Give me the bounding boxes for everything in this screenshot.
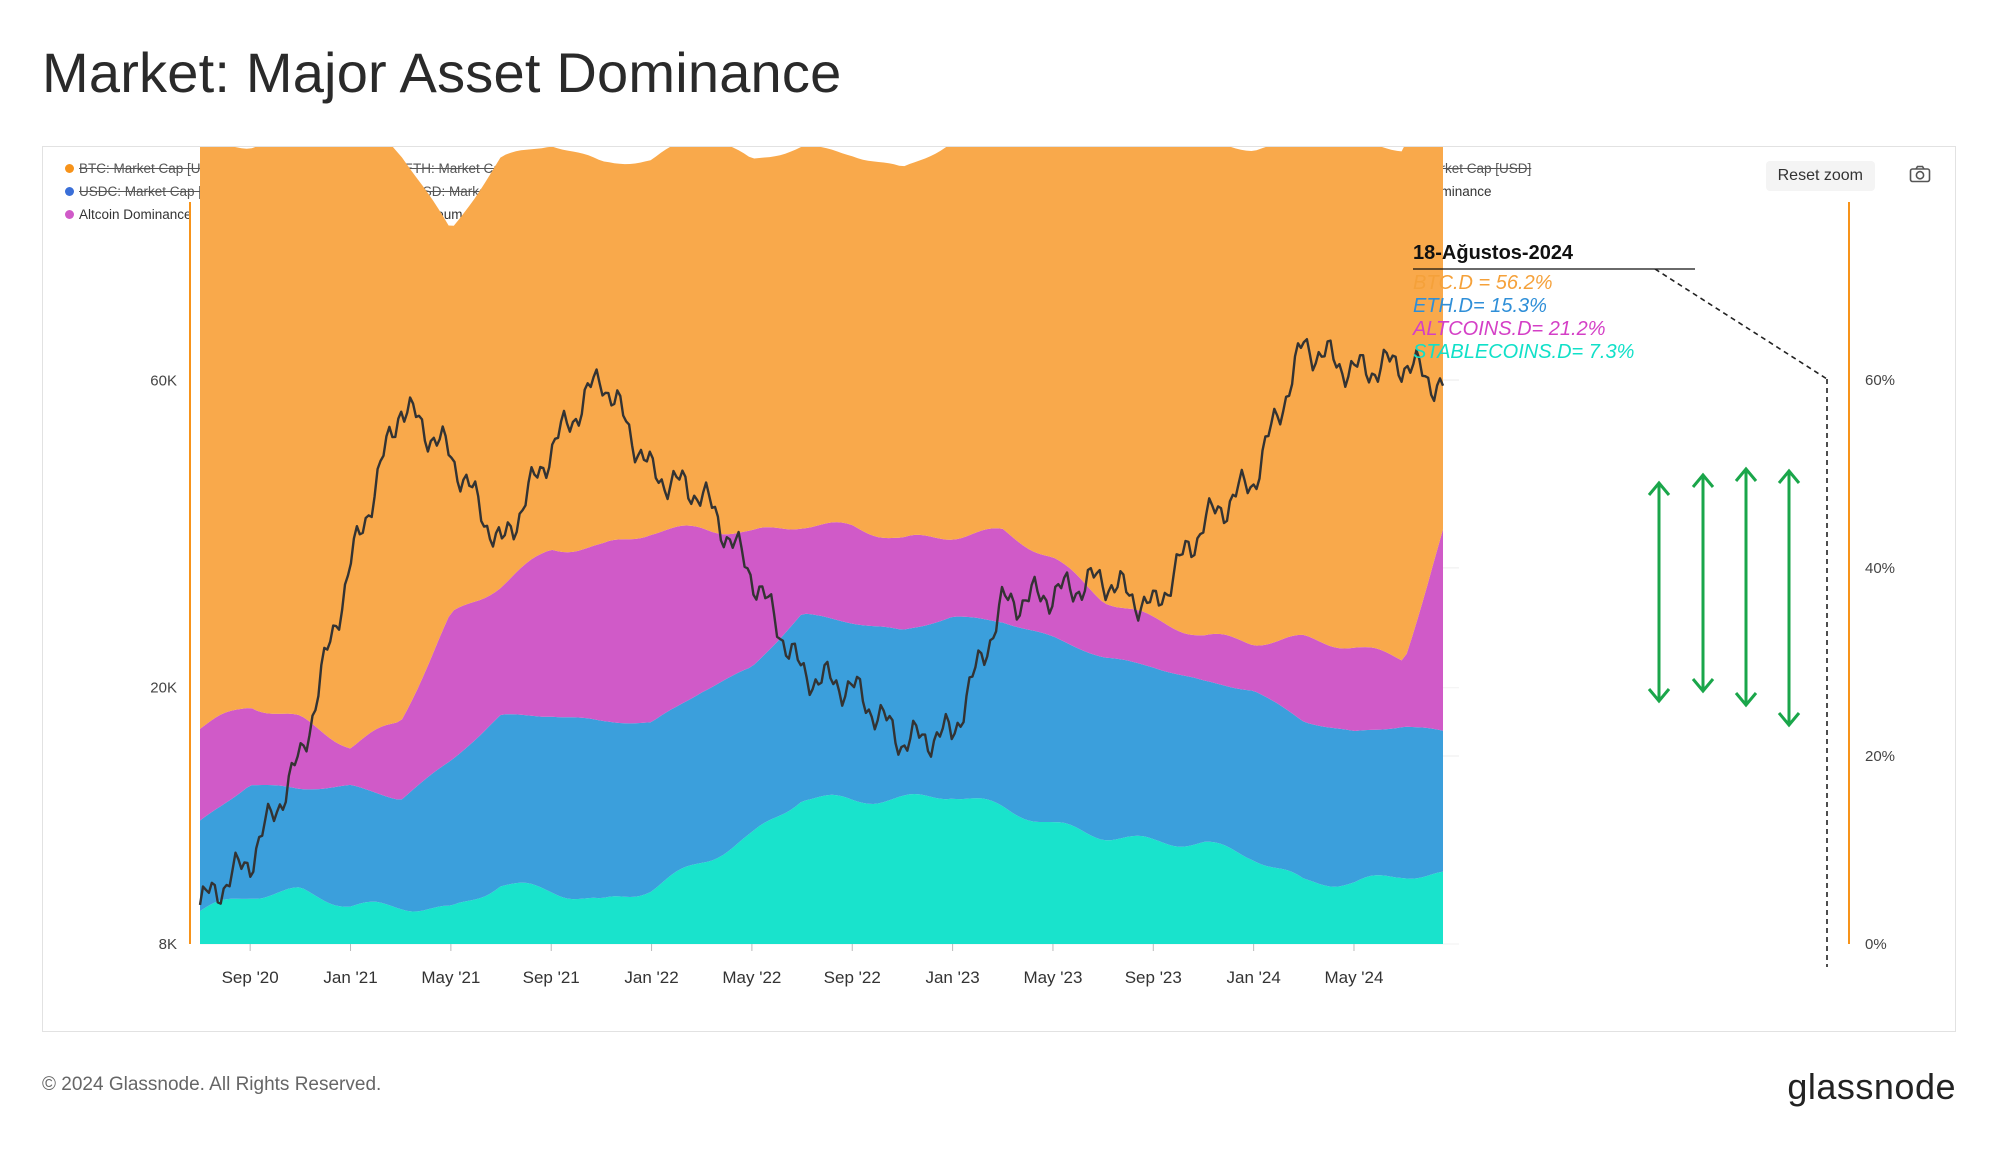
x-tick-label: May '22 [722,968,781,987]
green-arrow-head-up [1777,468,1801,484]
x-tick-label: Jan '21 [323,968,377,987]
x-tick-label: Jan '23 [925,968,979,987]
left-tick-label: 20K [150,680,177,697]
area-ethereum-dominance [200,613,1443,912]
x-tick-label: Sep '23 [1125,968,1182,987]
right-tick-label: 40% [1865,560,1895,577]
green-arrow-head-down [1777,712,1801,728]
legend-dot [65,163,74,173]
annotation-stable: STABLECOINS.D= 7.3% [1413,341,1634,363]
green-arrow-head-down [1691,678,1715,694]
x-tick-label: Sep '20 [222,968,279,987]
annotation-date: 18-Ağustos-2024 [1413,242,1574,264]
legend-label: BTC: Market Cap [USD] [79,161,224,176]
x-tick-label: May '21 [421,968,480,987]
x-tick-label: Jan '22 [624,968,678,987]
legend-item[interactable]: USDC: Market Cap [USD] [65,184,234,199]
dominance-chart: 8K 20K 60K 0% 20% 40% 60% Sep '20 Jan '21 May '21… [150,147,1895,987]
annotation-btc: BTC.D = 56.2% [1413,272,1553,294]
x-tick-label: Jan '24 [1226,968,1280,987]
reset-zoom-button[interactable]: Reset zoom [1765,161,1875,191]
legend-item[interactable]: BTC: Market Cap [USD] [65,161,223,176]
btc-price-line [198,338,1445,906]
green-arrow-head-up [1691,472,1715,488]
camera-icon[interactable] [1909,165,1931,183]
page-title: Market: Major Asset Dominance [42,41,842,104]
right-tick-label: 0% [1865,936,1887,953]
legend-label: Altcoin Dominance [79,207,192,222]
legend-dot [65,209,74,219]
green-arrow-head-down [1734,692,1758,708]
x-tick-label: Sep '21 [523,968,580,987]
copyright-text: © 2024 Glassnode. All Rights Reserved. [42,1074,382,1095]
x-tick-label: Sep '22 [824,968,881,987]
x-tick-label: May '23 [1023,968,1082,987]
annotation-alt: ALTCOINS.D= 21.2% [1412,318,1605,340]
right-tick-label: 60% [1865,372,1895,389]
legend-dot [65,186,74,196]
chart-panel: BTC: Market Cap [USD] ETH: Market Cap [US… [42,146,1956,1032]
area-stablecoin-dominance [200,794,1443,944]
legend-item[interactable]: Altcoin Dominance [65,207,192,222]
x-tick-label: May '24 [1324,968,1383,987]
left-tick-label: 8K [159,936,177,953]
right-tick-label: 20% [1865,748,1895,765]
annotation-eth: ETH.D= 15.3% [1413,295,1547,317]
area-altcoin-dominance [200,522,1443,821]
glassnode-logo: glassnode [1787,1066,1956,1107]
green-arrow-head-up [1647,480,1671,496]
annotation-dashed-diagonal [1654,268,1828,380]
green-arrow-head-down [1647,688,1671,704]
left-tick-label: 60K [150,372,177,389]
green-arrow-head-up [1734,466,1758,482]
legend-label: USDC: Market Cap [USD] [79,184,235,199]
